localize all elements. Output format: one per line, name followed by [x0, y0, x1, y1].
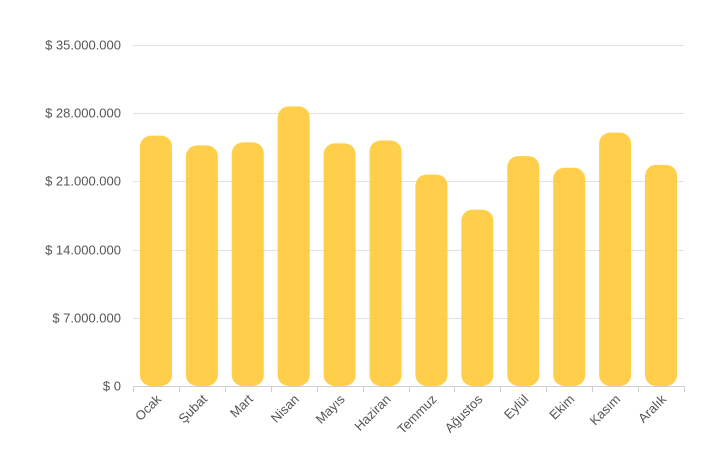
y-tick-label: $ 28.000.000: [45, 106, 121, 121]
x-tick-label: Şubat: [175, 391, 210, 426]
bar-2[interactable]: [185, 145, 218, 386]
y-tick-label: $ 21.000.000: [45, 174, 121, 189]
bar-10[interactable]: [553, 167, 586, 386]
bar-7[interactable]: [415, 174, 448, 386]
bar-3[interactable]: [231, 142, 264, 386]
bar-5[interactable]: [323, 143, 356, 386]
bar-9[interactable]: [507, 156, 540, 386]
x-tick-label: Mayıs: [313, 391, 348, 426]
bars-layer: [139, 106, 678, 386]
bar-6[interactable]: [369, 140, 402, 386]
y-tick-label: $ 14.000.000: [45, 243, 121, 258]
y-tick-label: $ 7.000.000: [52, 311, 121, 326]
x-tick-label: Haziran: [351, 392, 393, 434]
bar-8[interactable]: [461, 209, 494, 386]
x-tick-label: Mart: [227, 391, 256, 420]
bar-12[interactable]: [645, 164, 678, 386]
axis-layer: [133, 386, 685, 392]
bar-11[interactable]: [599, 132, 632, 386]
bar-4[interactable]: [277, 106, 310, 386]
x-tick-label: Kasım: [587, 392, 624, 429]
x-tick-label: Ekim: [546, 392, 577, 423]
grid-layer: [133, 45, 684, 319]
x-tick-label: Ocak: [132, 391, 164, 423]
x-tick-label: Nisan: [268, 392, 302, 426]
bar-1[interactable]: [139, 135, 172, 386]
x-tick-label: Eylül: [501, 391, 532, 422]
x-tick-label: Aralık: [635, 391, 669, 425]
x-tick-label: Ağustos: [442, 391, 486, 435]
x-tick-label: Temmuz: [394, 392, 439, 437]
y-tick-label: $ 0: [103, 379, 121, 394]
y-tick-label: $ 35.000.000: [45, 38, 121, 53]
